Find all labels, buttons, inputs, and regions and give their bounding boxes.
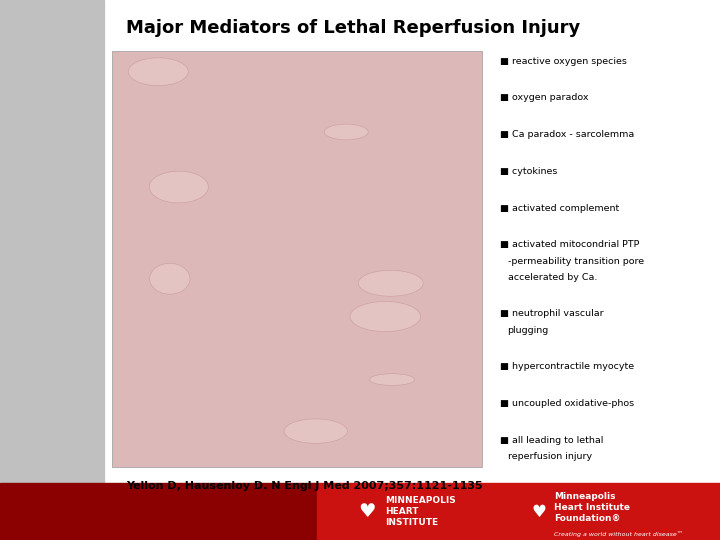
Ellipse shape	[369, 374, 415, 386]
Text: ♥: ♥	[359, 502, 376, 521]
Text: ■ uncoupled oxidative-phos: ■ uncoupled oxidative-phos	[500, 399, 634, 408]
Ellipse shape	[150, 264, 190, 294]
Ellipse shape	[149, 171, 208, 203]
Text: Major Mediators of Lethal Reperfusion Injury: Major Mediators of Lethal Reperfusion In…	[126, 19, 580, 37]
Text: reperfusion injury: reperfusion injury	[508, 452, 592, 461]
Text: ■ activated mitocondrial PTP: ■ activated mitocondrial PTP	[500, 240, 640, 249]
Text: ■ oxygen paradox: ■ oxygen paradox	[500, 93, 589, 103]
Text: ■ all leading to lethal: ■ all leading to lethal	[500, 436, 604, 445]
Text: accelerated by Ca.: accelerated by Ca.	[508, 273, 597, 282]
Bar	[317, 483, 720, 540]
Text: ■ hypercontractile myocyte: ■ hypercontractile myocyte	[500, 362, 634, 372]
Bar	[0, 483, 317, 540]
Text: Yellon D, Hausenloy D. N Engl J Med 2007;357:1121-1135: Yellon D, Hausenloy D. N Engl J Med 2007…	[126, 481, 482, 491]
Ellipse shape	[350, 301, 420, 332]
Text: ■ activated complement: ■ activated complement	[500, 204, 620, 213]
Text: MINNEAPOLIS
HEART
INSTITUTE: MINNEAPOLIS HEART INSTITUTE	[385, 496, 456, 527]
Text: ■ Ca paradox - sarcolemma: ■ Ca paradox - sarcolemma	[500, 130, 634, 139]
Text: ■ neutrophil vascular: ■ neutrophil vascular	[500, 309, 604, 319]
Text: Creating a world without heart disease™: Creating a world without heart disease™	[554, 531, 683, 537]
Text: plugging: plugging	[508, 326, 549, 335]
Text: ♥: ♥	[531, 503, 546, 521]
Ellipse shape	[284, 419, 347, 443]
Ellipse shape	[359, 271, 423, 296]
Bar	[0, 0, 104, 483]
Text: ■ reactive oxygen species: ■ reactive oxygen species	[500, 57, 627, 66]
Ellipse shape	[128, 58, 188, 86]
Ellipse shape	[324, 124, 368, 140]
Text: ■ cytokines: ■ cytokines	[500, 167, 558, 176]
Text: Minneapolis
Heart Institute
Foundation®: Minneapolis Heart Institute Foundation®	[554, 492, 631, 523]
Text: -permeability transition pore: -permeability transition pore	[508, 256, 644, 266]
Bar	[112, 51, 482, 467]
